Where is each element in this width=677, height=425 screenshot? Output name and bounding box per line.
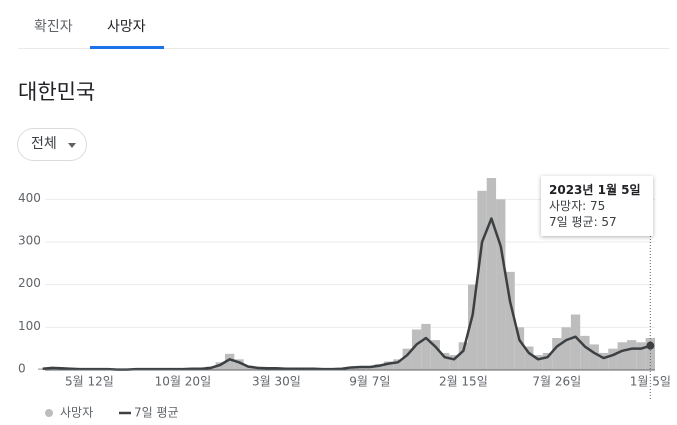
bar [617, 342, 627, 370]
x-tick-label: 1월 5일 [630, 375, 671, 389]
bar [224, 353, 235, 370]
filter-dropdown[interactable]: 전체 [17, 128, 87, 161]
y-tick-label: 100 [18, 319, 41, 333]
bar [383, 361, 394, 370]
bar [514, 327, 525, 370]
bar [524, 346, 534, 370]
bar [234, 359, 244, 370]
tooltip-line: 사망자: 75 [549, 199, 606, 213]
legend-label: 7일 평균 [134, 406, 179, 420]
bar [430, 340, 440, 370]
bar [439, 352, 450, 370]
tab-divider [18, 48, 669, 49]
bar [598, 352, 609, 370]
bar [589, 344, 599, 370]
y-tick-label: 200 [18, 276, 41, 290]
legend-label: 사망자 [60, 406, 93, 420]
y-tick-label: 400 [18, 191, 41, 205]
filter-label: 전체 [31, 136, 57, 152]
tab[interactable]: 사망자 [107, 19, 146, 35]
bar [496, 199, 506, 370]
tooltip-title: 2023년 1월 5일 [549, 183, 641, 197]
x-tick-label: 7월 26일 [532, 375, 581, 389]
x-tick-label: 9월 7일 [349, 375, 390, 389]
y-tick-label: 300 [18, 234, 41, 248]
bar [411, 329, 422, 370]
bar [365, 366, 375, 370]
x-tick-label: 5월 12일 [65, 375, 114, 389]
bar [449, 355, 459, 370]
bar [38, 368, 48, 370]
bar [570, 314, 581, 370]
tab-indicator [90, 46, 164, 49]
bar [608, 348, 618, 370]
bar [552, 338, 562, 370]
x-tick-label: 3월 30일 [252, 375, 301, 389]
hover-dot [646, 341, 655, 350]
line [42, 217, 651, 371]
bar [542, 352, 553, 370]
bar [636, 342, 646, 370]
bar [486, 178, 497, 370]
tooltip-line: 7일 평균: 57 [549, 215, 617, 229]
bar [477, 190, 487, 370]
bar [580, 335, 590, 370]
bar [458, 342, 469, 370]
bar [561, 327, 571, 370]
caret [68, 143, 76, 148]
x-tick-label: 2월 15일 [439, 375, 488, 389]
bar [421, 323, 431, 370]
bar [243, 365, 254, 370]
bar [468, 284, 478, 370]
bar [393, 359, 403, 370]
y-tick-label: 0 [18, 362, 26, 376]
x-tick-label: 10월 20일 [155, 375, 211, 389]
bar [626, 340, 637, 370]
bar [402, 348, 412, 370]
bar [374, 364, 384, 370]
bar [533, 355, 543, 370]
tab[interactable]: 확진자 [34, 19, 73, 35]
bar [505, 271, 515, 370]
region-title: 대한민국 [18, 80, 96, 104]
legend-swatch [45, 409, 53, 417]
